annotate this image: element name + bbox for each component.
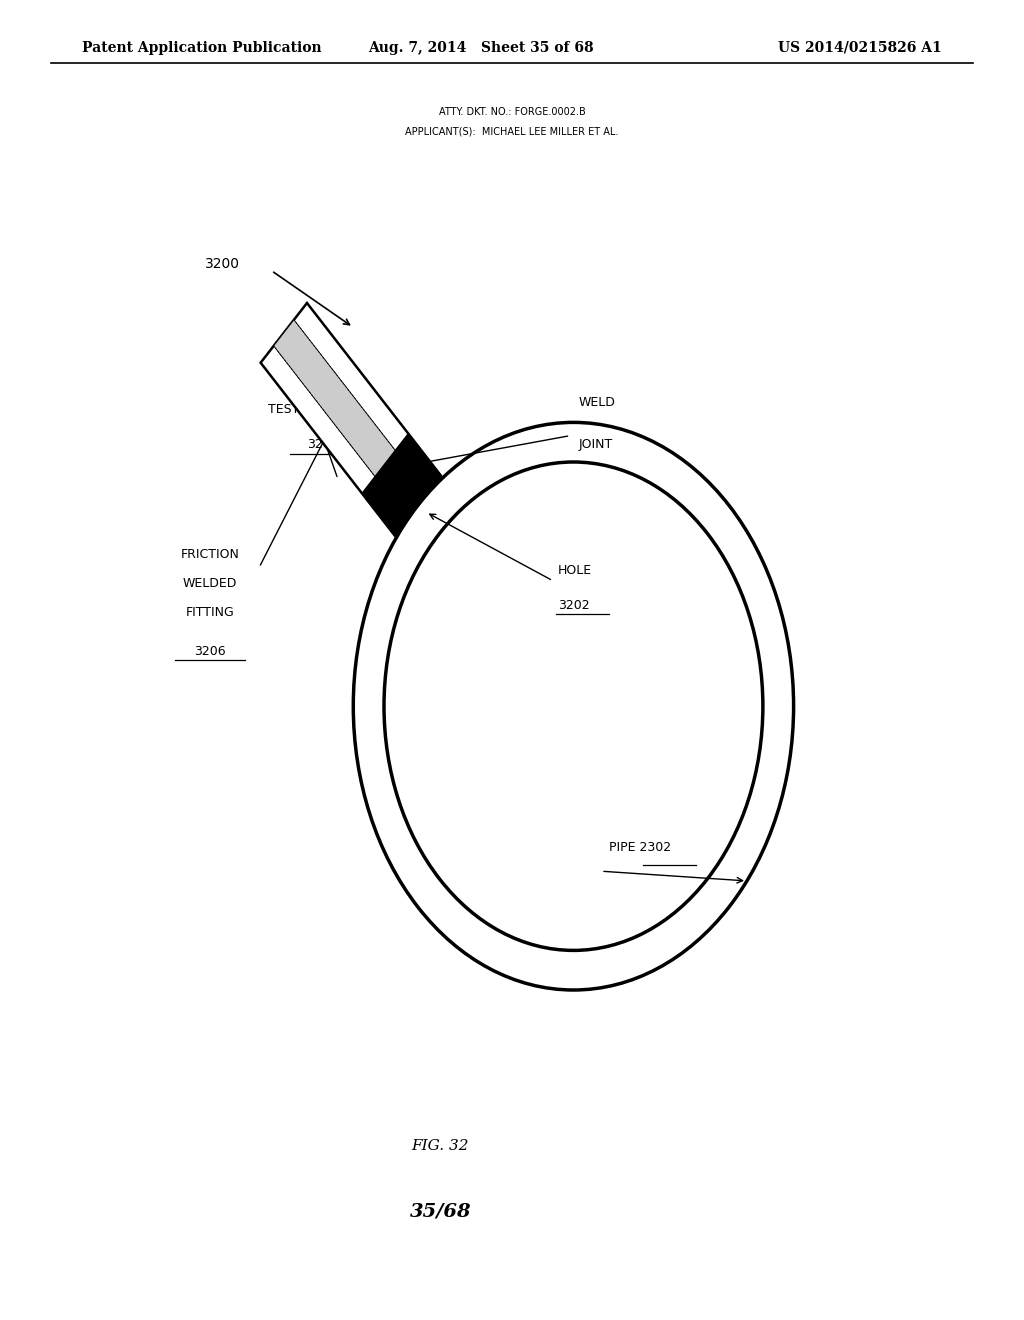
- Text: TEST EQUIPMENT: TEST EQUIPMENT: [268, 403, 377, 416]
- Text: FIG. 32: FIG. 32: [412, 1139, 469, 1152]
- Text: 3200: 3200: [205, 257, 240, 271]
- Polygon shape: [273, 319, 428, 519]
- Text: APPLICANT(S):  MICHAEL LEE MILLER ET AL.: APPLICANT(S): MICHAEL LEE MILLER ET AL.: [406, 127, 618, 137]
- Text: PIPE 2302: PIPE 2302: [609, 841, 672, 854]
- Text: WELD: WELD: [579, 396, 615, 409]
- Text: Patent Application Publication: Patent Application Publication: [82, 41, 322, 54]
- Polygon shape: [362, 434, 441, 536]
- Text: US 2014/0215826 A1: US 2014/0215826 A1: [778, 41, 942, 54]
- Text: ATTY. DKT. NO.: FORGE.0002.B: ATTY. DKT. NO.: FORGE.0002.B: [438, 107, 586, 117]
- Text: FRICTION: FRICTION: [180, 548, 240, 561]
- Text: HOLE: HOLE: [558, 564, 592, 577]
- Text: 3206: 3206: [195, 645, 225, 659]
- Text: WELDED: WELDED: [182, 577, 238, 590]
- Text: Aug. 7, 2014   Sheet 35 of 68: Aug. 7, 2014 Sheet 35 of 68: [369, 41, 594, 54]
- Text: 3204: 3204: [307, 438, 338, 451]
- Text: 35/68: 35/68: [410, 1203, 471, 1221]
- Polygon shape: [261, 304, 441, 536]
- Text: 3202: 3202: [558, 599, 590, 612]
- Text: FITTING: FITTING: [185, 606, 234, 619]
- Text: JOINT: JOINT: [579, 438, 612, 451]
